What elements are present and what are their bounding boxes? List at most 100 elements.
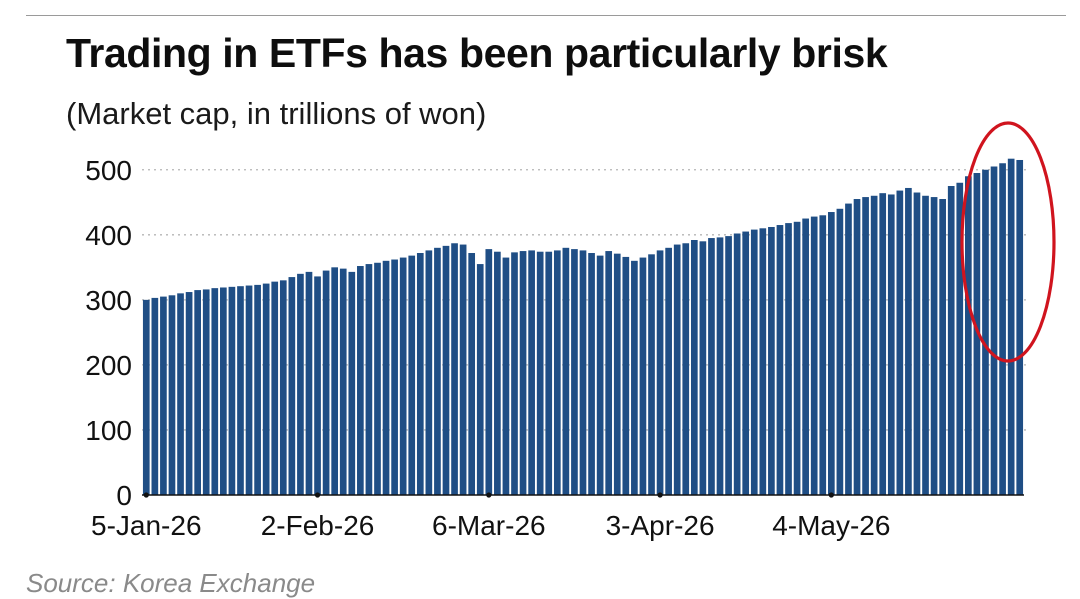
bar [819, 215, 827, 496]
x-tick-mark [657, 492, 663, 498]
bar [536, 251, 544, 495]
bar [922, 195, 929, 495]
highlight-ellipse [960, 121, 1056, 363]
bar [451, 243, 458, 495]
x-tick-mark [314, 492, 321, 498]
bar [357, 266, 364, 495]
bar [562, 247, 570, 495]
bar [545, 251, 553, 495]
top-rule [26, 15, 1066, 16]
bar [468, 253, 476, 495]
y-axis-labels: 0 100 200 300 400 500 [85, 155, 132, 511]
bar [331, 267, 339, 495]
bar [613, 253, 621, 495]
x-tick-label: 5-Jan-26 [91, 510, 202, 541]
x-axis: 5-Jan-26 2-Feb-26 6-Mar-26 3-Apr-26 4-May-26 [91, 492, 1024, 541]
bar [596, 255, 604, 495]
bar [322, 270, 330, 495]
x-tick-mark [828, 492, 834, 498]
bar [476, 264, 484, 495]
bar [982, 169, 989, 495]
bar [245, 285, 253, 495]
bar [168, 295, 176, 495]
bar [1007, 158, 1015, 495]
bar [228, 286, 236, 495]
bar [930, 197, 938, 495]
bar [151, 297, 159, 495]
x-tick-label: 2-Feb-26 [261, 510, 375, 541]
bar [733, 233, 741, 495]
bar [348, 271, 356, 495]
bar [399, 257, 407, 495]
bar [374, 262, 381, 495]
bar [665, 247, 672, 495]
bar [785, 223, 792, 495]
bar [750, 229, 758, 495]
bar [194, 290, 201, 495]
bar [391, 259, 398, 495]
x-tick-mark [486, 492, 492, 498]
bar [254, 284, 261, 495]
y-tick-label: 400 [85, 220, 132, 251]
bar [853, 199, 861, 495]
bar [382, 260, 390, 495]
bar [288, 277, 296, 495]
bar [434, 247, 441, 495]
bar [759, 228, 767, 496]
bar [673, 244, 681, 495]
bar [262, 283, 270, 495]
bar [519, 251, 527, 495]
chart-title: Trading in ETFs has been particularly br… [66, 30, 888, 76]
bar [459, 244, 467, 495]
bar [845, 203, 852, 495]
bar [571, 249, 578, 495]
bar [160, 296, 167, 495]
bar [494, 251, 501, 495]
bar [177, 293, 184, 495]
bar [279, 280, 287, 495]
bar [802, 218, 809, 496]
bar [639, 257, 647, 495]
bar [502, 257, 510, 495]
y-tick-label: 100 [85, 415, 132, 446]
bar [973, 173, 981, 495]
bar [836, 208, 844, 495]
chart-subtitle: (Market cap, in trillions of won) [66, 96, 487, 131]
x-tick-label: 4-May-26 [772, 510, 890, 541]
bar [622, 256, 630, 495]
y-tick-label: 200 [85, 350, 132, 381]
bar [905, 187, 912, 495]
bar [305, 271, 313, 495]
highlight-layer [960, 121, 1056, 363]
bar [913, 192, 921, 495]
bar [553, 250, 561, 495]
bar [682, 243, 690, 495]
x-tick-label: 3-Apr-26 [606, 510, 715, 541]
bar [297, 273, 304, 495]
bar [220, 287, 227, 495]
y-tick-label: 0 [116, 480, 132, 511]
bar [485, 249, 493, 495]
bar [725, 236, 732, 495]
bar [142, 299, 150, 495]
bar [699, 241, 707, 495]
bar [237, 286, 244, 495]
bar [211, 288, 219, 495]
bar [990, 166, 998, 495]
bar [631, 260, 638, 495]
bar [271, 281, 279, 495]
bar [690, 240, 698, 495]
bar [956, 182, 964, 495]
x-tick-mark [143, 492, 149, 498]
bar [442, 245, 450, 495]
bar [999, 163, 1006, 495]
bar [605, 251, 613, 495]
bar [528, 250, 535, 495]
bar [314, 276, 321, 495]
y-tick-label: 500 [85, 155, 132, 186]
bar [185, 292, 193, 495]
bar [202, 289, 210, 495]
bars [142, 158, 1024, 496]
bar [416, 253, 424, 495]
bar [408, 255, 416, 495]
